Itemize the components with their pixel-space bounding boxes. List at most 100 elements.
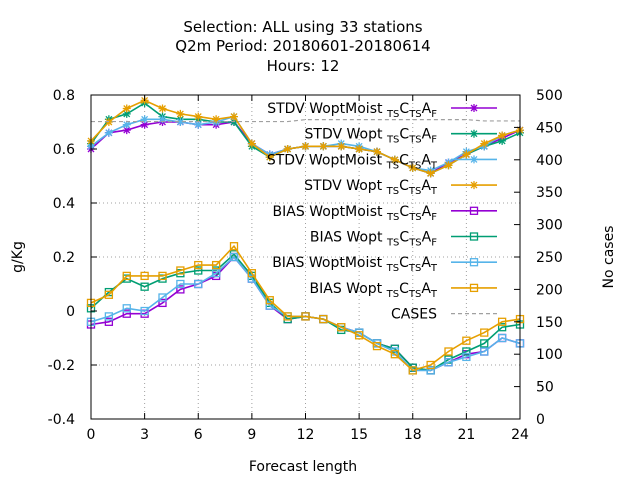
legend-label: STDV WoptMoist TSCTSAT (267, 152, 438, 171)
data-point-square (176, 266, 185, 275)
data-point-star (319, 142, 328, 151)
data-point-star (444, 161, 453, 170)
data-point-square (176, 285, 185, 294)
data-point-square (301, 312, 310, 321)
data-point-square (104, 312, 114, 321)
data-point-square (122, 304, 131, 313)
series-line (91, 119, 520, 123)
x-tick-label: 18 (404, 427, 422, 443)
data-point-square (444, 358, 453, 367)
y2-tick-label: 350 (536, 185, 563, 201)
data-point-star (140, 120, 149, 129)
legend-label: BIAS WoptMoist TSCTSAT (272, 255, 438, 274)
data-point-square (319, 314, 328, 324)
data-point-square (390, 350, 400, 359)
data-point-square (229, 242, 239, 251)
legend-entry-8: CASES (391, 307, 497, 323)
legend-entry-7: BIAS Wopt TSCTSAT (310, 281, 497, 300)
data-point-square (211, 260, 221, 270)
y2-tick-label: 100 (536, 347, 563, 363)
x-tick-label: 9 (247, 427, 256, 443)
data-point-star (176, 118, 185, 126)
legend-label: BIAS Wopt TSCTSAF (310, 230, 437, 249)
y-tick-label: -0.2 (48, 358, 75, 374)
data-point-star (122, 104, 131, 113)
y-tick-label: -0.4 (48, 412, 75, 428)
y2-tick-label: 450 (536, 120, 563, 136)
axes: 0 3 6 9 12 15 18 21 24 -0.4 -0.2 0 0.2 0.4 0.6 0.8 0 50 10… (48, 88, 563, 443)
data-point-square (469, 232, 479, 241)
data-point-star (470, 104, 478, 112)
data-point-square (408, 366, 417, 375)
series-8 (91, 119, 520, 123)
data-point-star (390, 155, 399, 164)
data-point-square (426, 360, 435, 370)
y2-tick-label: 0 (536, 412, 545, 428)
data-point-square (462, 336, 471, 345)
data-point-square (337, 323, 346, 332)
legend-entry-1: STDV Wopt TSCTSAF (305, 127, 497, 146)
x-tick-label: 3 (140, 427, 149, 443)
data-point-star (158, 115, 167, 124)
legend-label: STDV Wopt TSCTSAT (304, 178, 438, 197)
y2-tick-label: 500 (536, 88, 563, 104)
data-point-star (158, 104, 167, 113)
data-point-star (122, 126, 131, 135)
data-point-square (480, 347, 489, 356)
data-point-square (497, 317, 507, 326)
y2-tick-label: 200 (536, 282, 563, 298)
title-line-3: Hours: 12 (267, 57, 340, 75)
data-point-square (104, 290, 114, 299)
data-point-square (140, 282, 149, 291)
data-point-star (301, 142, 310, 151)
y2-tick-label: 50 (536, 380, 554, 396)
legend-entry-3: STDV Wopt TSCTSAT (304, 178, 497, 197)
data-point-star (470, 129, 478, 138)
y-tick-label: 0.6 (53, 142, 75, 158)
x-tick-label: 6 (194, 427, 203, 443)
y2-tick-label: 300 (536, 218, 563, 234)
legend-label: BIAS Wopt TSCTSAT (310, 281, 438, 300)
data-point-square (247, 269, 257, 278)
y-axis-title: g/Kg (10, 241, 26, 273)
data-point-star (122, 120, 131, 129)
data-point-star (498, 136, 507, 145)
series-7 (86, 242, 525, 375)
data-point-star (176, 109, 185, 118)
x-tick-label: 15 (350, 427, 368, 443)
x-tick-label: 12 (297, 427, 315, 443)
y-tick-label: 0.8 (53, 88, 75, 104)
data-point-square (158, 298, 167, 308)
data-point-square (122, 271, 131, 281)
data-point-star (480, 139, 489, 148)
y2-tick-label: 150 (536, 315, 563, 331)
data-point-square (140, 306, 149, 316)
data-point-star (498, 131, 507, 140)
x-tick-label: 0 (87, 427, 96, 443)
data-point-square (104, 317, 114, 326)
y2-tick-label: 250 (536, 250, 563, 266)
data-point-square (158, 271, 167, 281)
data-point-square (229, 252, 239, 262)
data-point-star (355, 145, 364, 153)
data-point-square (469, 283, 479, 293)
data-point-square (480, 328, 489, 337)
legend-label: CASES (391, 307, 437, 323)
data-point-square (122, 309, 131, 318)
data-point-star (247, 139, 256, 148)
data-point-square (211, 269, 221, 278)
data-point-square (372, 341, 382, 351)
data-point-star (122, 109, 131, 118)
data-point-square (140, 271, 149, 281)
legend-entry-4: BIAS WoptMoist TSCTSAF (273, 204, 497, 223)
data-point-square (265, 296, 274, 305)
series-3 (87, 96, 524, 178)
data-point-star (470, 181, 478, 190)
data-point-square (497, 333, 507, 343)
title-line-2: Q2m Period: 20180601-20180614 (175, 37, 430, 55)
x-axis-title: Forecast length (249, 459, 357, 475)
series-line (90, 255, 521, 372)
series-line (90, 255, 521, 372)
y-tick-label: 0 (66, 304, 75, 320)
plot-series (86, 96, 525, 375)
